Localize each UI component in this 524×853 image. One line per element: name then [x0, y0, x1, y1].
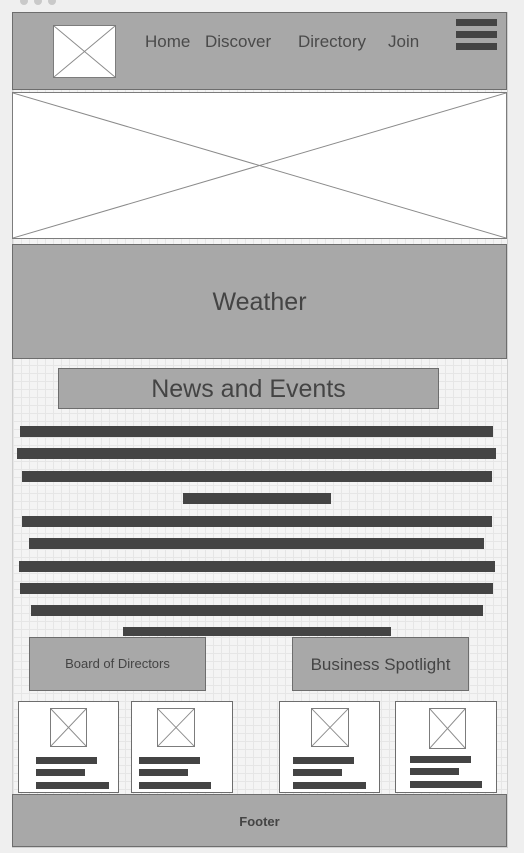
- news-text-line: [17, 448, 496, 459]
- hamburger-bar: [456, 43, 497, 50]
- nav-link-directory[interactable]: Directory: [298, 32, 367, 51]
- board-of-directors-header[interactable]: Board of Directors: [29, 637, 206, 691]
- news-text-line: [22, 471, 492, 482]
- news-events-title: News and Events: [151, 375, 346, 403]
- nav-link-join[interactable]: Join: [388, 32, 420, 51]
- nav-link-discover[interactable]: Discover: [205, 32, 272, 51]
- image-placeholder-icon: [429, 708, 466, 749]
- card-text-line: [293, 769, 342, 776]
- footer-label: Footer: [239, 814, 280, 829]
- card-text-line: [293, 757, 354, 764]
- card-text-line: [139, 769, 188, 776]
- news-text-line: [22, 516, 492, 527]
- news-events-header: News and Events: [58, 368, 439, 409]
- business-spotlight-header[interactable]: Business Spotlight: [292, 637, 469, 691]
- board-card-1[interactable]: [18, 701, 119, 793]
- card-text-line: [410, 768, 459, 775]
- hamburger-menu-icon[interactable]: [456, 19, 497, 52]
- board-of-directors-label: Board of Directors: [65, 656, 170, 671]
- news-text-line: [20, 426, 493, 437]
- card-text-line: [36, 769, 85, 776]
- window-dot-3: [48, 0, 56, 5]
- logo-placeholder-icon[interactable]: [53, 25, 116, 78]
- card-text-line: [139, 757, 200, 764]
- hamburger-bar: [456, 31, 497, 38]
- weather-panel: Weather: [12, 244, 507, 359]
- spotlight-card-1[interactable]: [279, 701, 380, 793]
- card-text-line: [293, 782, 366, 789]
- news-text-line: [183, 493, 331, 504]
- image-placeholder-icon: [157, 708, 195, 747]
- news-text-line: [20, 583, 493, 594]
- window-dot-1: [20, 0, 28, 5]
- image-placeholder-icon: [311, 708, 349, 747]
- hamburger-bar: [456, 19, 497, 26]
- news-text-line: [19, 561, 495, 572]
- business-spotlight-label: Business Spotlight: [310, 655, 451, 674]
- card-text-line: [410, 781, 482, 788]
- weather-title: Weather: [212, 288, 307, 316]
- news-text-line: [123, 627, 391, 636]
- card-text-line: [36, 782, 109, 789]
- board-card-2[interactable]: [131, 701, 233, 793]
- card-text-line: [36, 757, 97, 764]
- card-text-line: [410, 756, 471, 763]
- card-text-line: [139, 782, 211, 789]
- news-text-line: [29, 538, 484, 549]
- news-text-line: [31, 605, 483, 616]
- image-placeholder-icon: [50, 708, 87, 747]
- hero-image-placeholder-icon: [12, 92, 507, 239]
- spotlight-card-2[interactable]: [395, 701, 497, 793]
- nav-link-home[interactable]: Home: [145, 32, 191, 51]
- window-dot-2: [34, 0, 42, 5]
- site-header: Home Discover Directory Join: [12, 12, 507, 90]
- site-footer: Footer: [12, 794, 507, 847]
